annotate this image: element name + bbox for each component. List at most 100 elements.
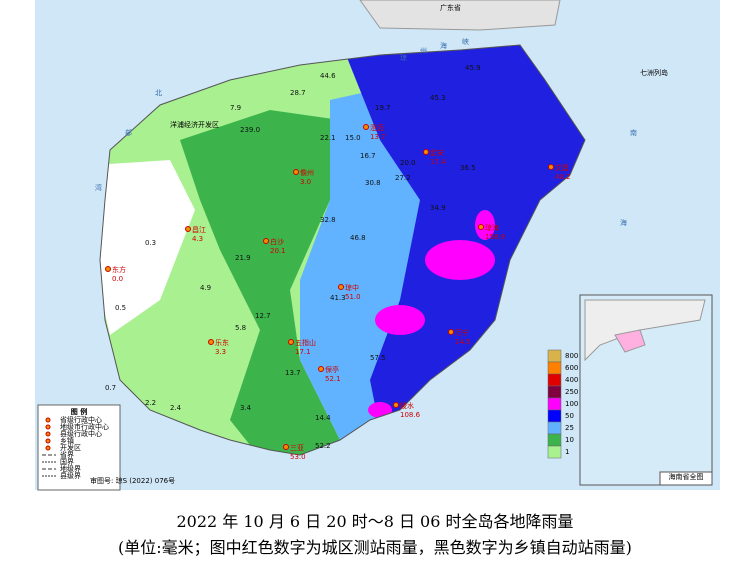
city-marker	[393, 402, 399, 408]
city-marker	[185, 226, 191, 232]
station-value: 32.8	[320, 216, 336, 224]
scale-swatch	[547, 385, 562, 399]
station-value: 27.2	[395, 174, 411, 182]
city-name: 乐东	[215, 338, 229, 347]
station-value: 46.8	[350, 234, 366, 242]
sea-name: 琼	[400, 53, 407, 62]
scale-label: 800	[565, 352, 578, 360]
city-marker	[318, 366, 324, 372]
station-value: 36.5	[460, 164, 476, 172]
legend-label: 国界	[60, 458, 74, 466]
legend-label: 地级市行政中心	[60, 422, 109, 431]
station-value: 2.4	[170, 404, 182, 412]
legend-label: 乡镇	[60, 436, 74, 445]
legend-label: 省界	[60, 450, 74, 459]
scale-swatch	[547, 421, 562, 435]
inset-title: 海南省全图	[669, 472, 704, 481]
city-value: 13.7	[370, 133, 386, 141]
islands-label: 七洲列岛	[640, 68, 668, 77]
city-marker	[288, 339, 294, 345]
scale-swatch	[547, 373, 562, 387]
station-value: 0.5	[115, 304, 126, 312]
station-value: 20.0	[400, 159, 416, 167]
city-value: 4.3	[192, 235, 203, 243]
city-value: 20.1	[270, 247, 286, 255]
legend-label: 县级行政中心	[60, 429, 102, 438]
station-value: 12.7	[255, 312, 271, 320]
city-marker	[448, 329, 454, 335]
city-name: 三亚	[290, 444, 304, 452]
caption: 2022 年 10 月 6 日 20 时～8 日 06 时全岛各地降雨量	[176, 512, 573, 531]
station-value: 52.2	[315, 442, 331, 450]
city-name: 澄迈	[370, 123, 384, 132]
city-value: 3.3	[215, 348, 226, 356]
city-marker	[293, 169, 299, 175]
station-value: 21.9	[235, 254, 251, 262]
station-value: 22.1	[320, 134, 336, 142]
station-value: 3.4	[240, 404, 252, 412]
city-name: 白沙	[270, 237, 284, 246]
mainland	[359, 0, 561, 31]
city-value: 158.9	[485, 233, 505, 241]
station-value: 14.4	[315, 414, 331, 422]
legend-label: 开发区	[60, 443, 81, 452]
scale-swatch	[547, 433, 562, 447]
city-name: 陵水	[400, 401, 414, 410]
city-name: 琼中	[345, 283, 359, 292]
station-value: 2.2	[145, 399, 156, 407]
scale-swatch	[547, 397, 562, 411]
station-value: 19.7	[375, 104, 391, 112]
station-value: 45.9	[465, 64, 481, 72]
scale-label: 25	[565, 424, 574, 432]
station-value: 41.3	[330, 294, 346, 302]
legend-title: 图 例	[71, 407, 87, 416]
station-value: 44.6	[320, 72, 336, 80]
legend-symbol	[45, 431, 51, 437]
station-value: 0.3	[145, 239, 156, 247]
city-marker	[478, 224, 484, 230]
scale-swatch	[547, 445, 562, 459]
city-marker	[263, 238, 269, 244]
city-marker	[338, 284, 344, 290]
city-name: 文昌	[555, 163, 569, 172]
city-value: 0.0	[112, 275, 123, 283]
sea-name: 州	[420, 47, 427, 55]
rain-zones	[100, 45, 585, 455]
station-value: 13.7	[285, 369, 301, 377]
city-marker	[283, 444, 289, 450]
station-value: 7.9	[230, 104, 241, 112]
city-name: 万宁	[455, 328, 469, 337]
station-value: 30.8	[365, 179, 381, 187]
city-name: 东方	[112, 265, 126, 274]
legend-symbol	[45, 424, 51, 430]
city-marker	[423, 149, 429, 155]
city-value: 3.0	[300, 178, 311, 186]
station-value: 57.5	[370, 354, 386, 362]
scale-label: 600	[565, 364, 578, 372]
legend-symbol	[45, 445, 51, 451]
station-value: 16.7	[360, 152, 376, 160]
city-name: 琼海	[485, 223, 499, 232]
legend-label: 县级界	[60, 471, 81, 480]
city-value: 40.2	[555, 173, 571, 181]
sea-name: 南	[630, 128, 637, 137]
scale-swatch	[547, 361, 562, 375]
city-marker	[105, 266, 111, 272]
inset-title-box	[659, 471, 713, 486]
inset-island	[614, 329, 646, 353]
mainland-label: 广东省	[440, 3, 461, 12]
legend-label: 省级行政中心	[60, 415, 102, 424]
city-value: 17.4	[430, 158, 446, 166]
station-value: 45.3	[430, 94, 446, 102]
scale-swatch	[547, 409, 562, 423]
scale-label: 50	[565, 412, 574, 420]
city-value: 52.1	[325, 375, 341, 383]
station-value: 4.9	[200, 284, 211, 292]
sea-name: 峡	[462, 37, 469, 46]
city-marker	[548, 164, 554, 170]
city-value: 51.0	[345, 293, 361, 301]
station-value: 15.0	[345, 134, 361, 142]
caption: (单位:毫米；图中红色数字为城区测站雨量，黑色数字为乡镇自动站雨量)	[118, 538, 632, 557]
legend-label: 地级界	[60, 464, 81, 473]
